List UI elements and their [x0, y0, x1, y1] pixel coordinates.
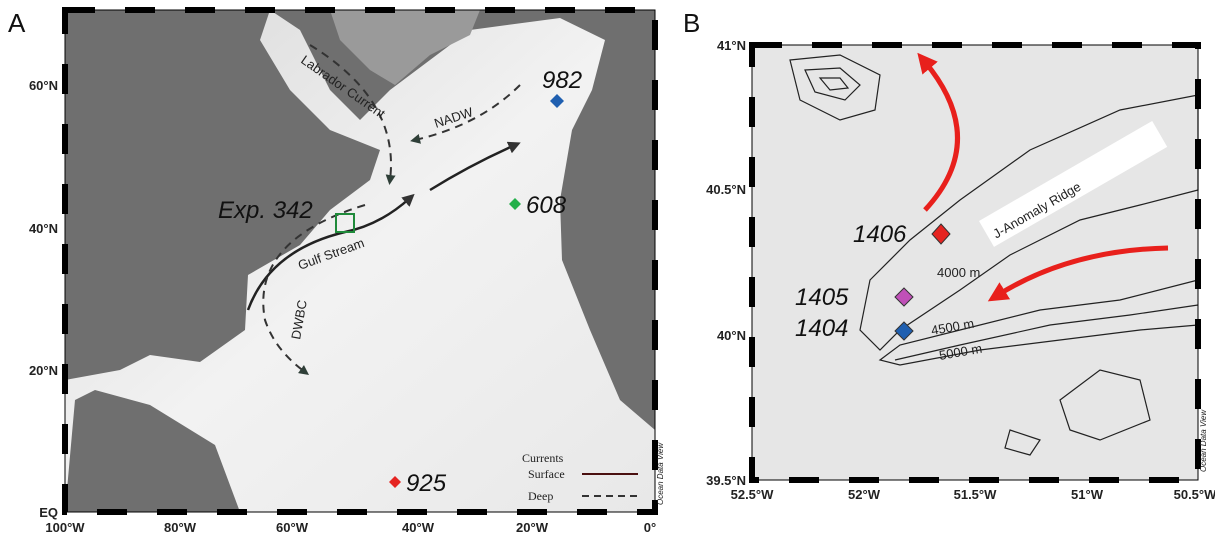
map-area	[752, 45, 1198, 480]
site-marker	[550, 94, 564, 108]
panel-label: A	[8, 8, 26, 38]
lon-label: 80°W	[164, 520, 197, 535]
lat-label: EQ	[39, 505, 58, 520]
credit: Ocean Data View	[656, 442, 665, 505]
lon-label: 51°W	[1071, 487, 1104, 502]
contour	[859, 94, 1199, 351]
lat-label: 20°N	[29, 363, 58, 378]
lat-label: 60°N	[29, 78, 58, 93]
gulf-stream-arrow	[246, 193, 415, 311]
lat-label: 39.5°N	[706, 473, 746, 488]
lon-label: 20°W	[516, 520, 549, 535]
panel-b: B 41°N 40.5°N 40°N 39.5°N 52.5°W 52°W 51…	[683, 8, 1215, 502]
contour	[894, 304, 1199, 361]
site-marker	[931, 223, 951, 245]
site-label: 1404	[795, 315, 848, 342]
lat-label: 40°N	[717, 328, 746, 343]
contour-label: 4000 m	[937, 265, 980, 280]
contour	[1004, 369, 1151, 456]
expedition-box	[335, 213, 355, 233]
credit: Ocean Data View	[1199, 409, 1208, 472]
current-arrow	[917, 52, 960, 212]
site-label: 608	[526, 192, 567, 219]
legend-label: Surface	[528, 467, 565, 481]
legend-label: Deep	[528, 489, 553, 503]
labrador-current-arrow	[309, 44, 396, 185]
lat-label: 40.5°N	[706, 182, 746, 197]
contour-label: 5000 m	[938, 341, 983, 363]
site-label: 1406	[853, 221, 907, 248]
site-marker	[389, 476, 401, 488]
greenland	[330, 10, 480, 85]
site-marker	[509, 198, 521, 210]
site-label: 1405	[795, 284, 849, 311]
site-label: 982	[542, 67, 582, 94]
lat-label: 40°N	[29, 221, 58, 236]
site-marker	[894, 321, 914, 341]
lon-label: 60°W	[276, 520, 309, 535]
expedition-label: Exp. 342	[218, 197, 313, 224]
panel-label: B	[683, 8, 700, 38]
lat-label: 41°N	[717, 38, 746, 53]
contour-label: 4500 m	[930, 316, 975, 338]
site-marker	[894, 287, 914, 307]
lon-label: 40°W	[402, 520, 435, 535]
lon-label: 100°W	[45, 520, 85, 535]
contour	[789, 54, 881, 121]
frame-line	[751, 44, 1199, 481]
annotation: DWBC	[288, 299, 310, 341]
frame-line	[64, 9, 656, 513]
ridge-label-box	[978, 120, 1168, 247]
lon-label: 52°W	[848, 487, 881, 502]
lon-label: 52.5°W	[731, 487, 775, 502]
legend-title: Currents	[522, 451, 564, 465]
surface-arrow	[429, 141, 521, 192]
ocean	[65, 10, 655, 512]
panel-a: A 60°N 40°N 20°N EQ 100°W 80°W 60°W 40°W…	[8, 7, 665, 535]
lon-label: 50.5°W	[1174, 487, 1215, 502]
current-arrow	[987, 245, 1169, 302]
lon-label: 51.5°W	[954, 487, 998, 502]
nadw-arrow	[410, 84, 521, 144]
lon-label: 0°	[644, 520, 656, 535]
contour	[878, 279, 1199, 366]
site-label: 925	[406, 470, 447, 497]
